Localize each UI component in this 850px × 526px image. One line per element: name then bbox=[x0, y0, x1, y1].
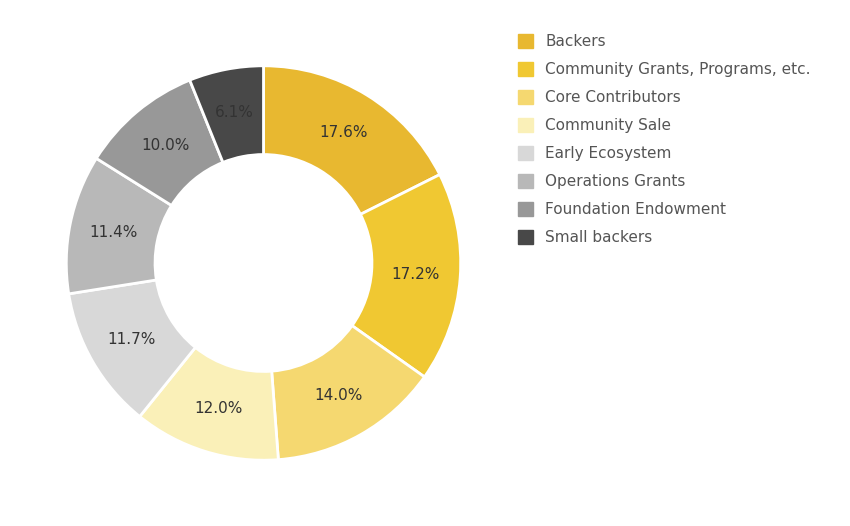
Wedge shape bbox=[264, 66, 439, 215]
Text: 17.6%: 17.6% bbox=[320, 125, 368, 140]
Text: 12.0%: 12.0% bbox=[194, 401, 242, 417]
Wedge shape bbox=[139, 348, 278, 460]
Wedge shape bbox=[96, 80, 223, 206]
Text: 11.7%: 11.7% bbox=[107, 332, 156, 347]
Wedge shape bbox=[352, 175, 461, 377]
Text: 17.2%: 17.2% bbox=[392, 267, 440, 282]
Text: 11.4%: 11.4% bbox=[89, 225, 138, 240]
Text: 10.0%: 10.0% bbox=[141, 138, 190, 154]
Wedge shape bbox=[66, 158, 172, 294]
Text: 14.0%: 14.0% bbox=[314, 389, 363, 403]
Wedge shape bbox=[190, 66, 264, 163]
Wedge shape bbox=[69, 280, 196, 417]
Legend: Backers, Community Grants, Programs, etc., Core Contributors, Community Sale, Ea: Backers, Community Grants, Programs, etc… bbox=[518, 34, 811, 246]
Text: 6.1%: 6.1% bbox=[215, 106, 254, 120]
Wedge shape bbox=[272, 326, 424, 460]
